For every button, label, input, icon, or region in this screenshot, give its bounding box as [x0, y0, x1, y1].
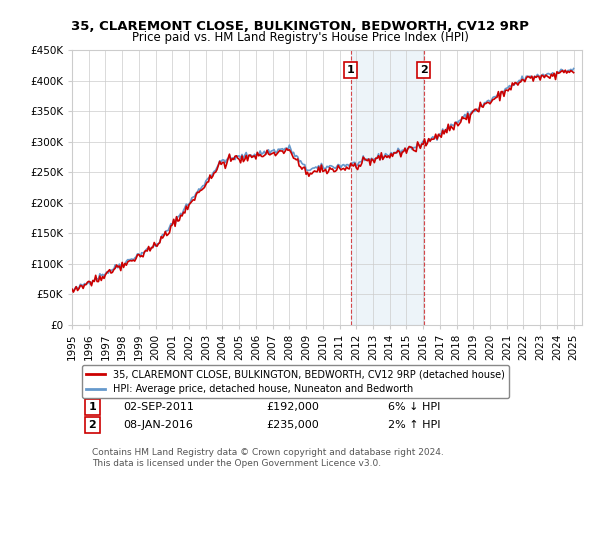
Text: 1: 1 — [89, 402, 96, 412]
Text: 2% ↑ HPI: 2% ↑ HPI — [388, 420, 440, 430]
Text: £192,000: £192,000 — [266, 402, 319, 412]
Text: Price paid vs. HM Land Registry's House Price Index (HPI): Price paid vs. HM Land Registry's House … — [131, 31, 469, 44]
Text: £235,000: £235,000 — [266, 420, 319, 430]
Text: 02-SEP-2011: 02-SEP-2011 — [123, 402, 194, 412]
Text: 2: 2 — [420, 65, 428, 75]
Text: Contains HM Land Registry data © Crown copyright and database right 2024.
This d: Contains HM Land Registry data © Crown c… — [92, 449, 444, 468]
Bar — [351, 50, 424, 325]
Legend: 35, CLAREMONT CLOSE, BULKINGTON, BEDWORTH, CV12 9RP (detached house), HPI: Avera: 35, CLAREMONT CLOSE, BULKINGTON, BEDWORT… — [82, 365, 509, 398]
Text: 08-JAN-2016: 08-JAN-2016 — [123, 420, 193, 430]
Text: 35, CLAREMONT CLOSE, BULKINGTON, BEDWORTH, CV12 9RP: 35, CLAREMONT CLOSE, BULKINGTON, BEDWORT… — [71, 20, 529, 32]
Text: 2: 2 — [89, 420, 96, 430]
Text: 1: 1 — [347, 65, 355, 75]
Text: 6% ↓ HPI: 6% ↓ HPI — [388, 402, 440, 412]
